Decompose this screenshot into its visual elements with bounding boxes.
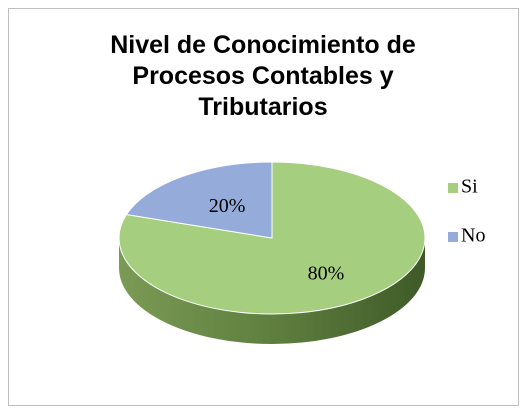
legend-label: Si: [461, 176, 478, 198]
data-label: 80%: [308, 262, 345, 284]
data-label: 20%: [209, 195, 246, 217]
legend-swatch: [448, 183, 458, 193]
pie-slice: [125, 161, 273, 239]
chart-title: Nivel de Conocimiento de Procesos Contab…: [110, 31, 416, 121]
legend-label: No: [461, 225, 485, 247]
legend-swatch: [448, 232, 458, 242]
pie-side: [119, 238, 425, 344]
